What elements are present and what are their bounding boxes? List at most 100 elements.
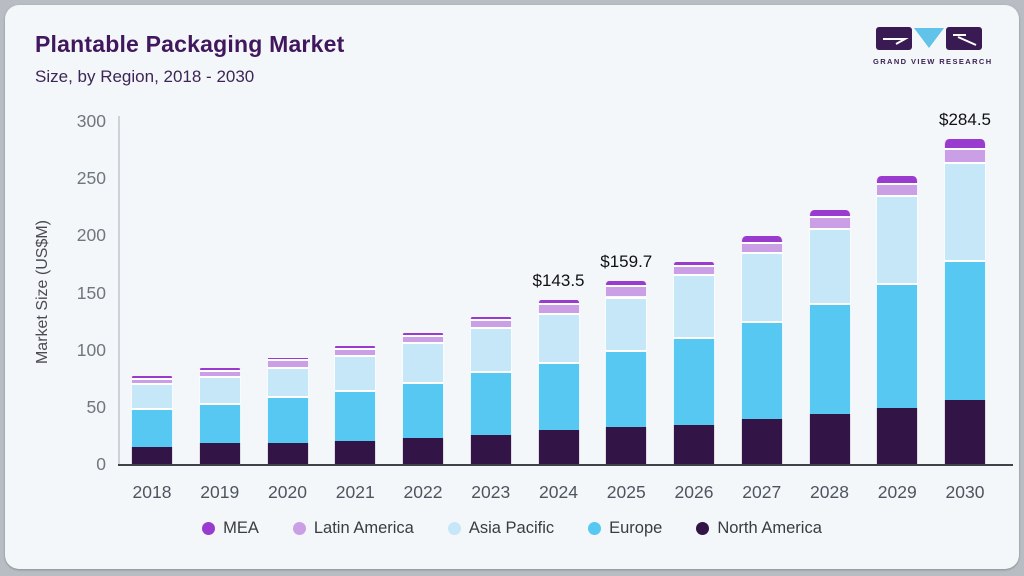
chart-legend: MEA Latin America Asia Pacific Europe North …: [5, 519, 1019, 538]
bar-segment-2027-mea: [740, 236, 783, 243]
bar-segment-2029-north-america: [876, 407, 919, 464]
bar-segment-2020-asia-pacific: [266, 366, 309, 396]
bar-segment-2021-mea: [334, 345, 377, 348]
bar-segment-2028-north-america: [808, 413, 851, 464]
bar-segment-2019-north-america: [198, 443, 241, 464]
bar-segment-2023-asia-pacific: [469, 326, 512, 372]
bar-segment-2023-europe: [469, 371, 512, 436]
legend-dot: [292, 522, 306, 535]
page-subtitle: Size, by Region, 2018 - 2030: [35, 67, 255, 86]
y-tick-label: 100: [76, 339, 106, 360]
bar-segment-2019-europe: [198, 403, 241, 444]
logo-v-triangle: [914, 28, 944, 48]
x-tick-label: 2027: [742, 482, 782, 502]
bar-segment-2028-latin-america: [808, 216, 851, 228]
bar-segment-2027-latin-america: [740, 242, 783, 253]
y-tick-label: 0: [96, 454, 106, 474]
bar-segment-2029-latin-america: [876, 183, 919, 196]
stacked-bar-chart: Market Size (US$M) 0 50 100 150 200 250 300 201…: [5, 5, 1019, 569]
bar-segment-2020-latin-america: [266, 359, 309, 367]
chart-card: Plantable Packaging Market Size, by Regi…: [5, 5, 1019, 569]
bar-segment-2025-latin-america: [605, 285, 648, 297]
bar-segment-2026-asia-pacific: [673, 274, 715, 338]
bar-segment-2022-latin-america: [402, 335, 444, 343]
grand-view-research-logo: GRAND VIEW RESEARCH: [873, 27, 993, 66]
legend-label: MEA: [223, 519, 259, 537]
data-label-2025: $159.7: [600, 252, 653, 272]
legend-label: North America: [717, 519, 822, 537]
x-tick-label: 2021: [335, 482, 375, 502]
legend-label: Latin America: [313, 519, 414, 537]
y-tick-label: 250: [76, 168, 106, 189]
bar-segment-2030-mea: [944, 138, 986, 148]
y-tick-label: 150: [76, 282, 106, 303]
bar-segment-2027-asia-pacific: [740, 252, 783, 322]
bar-segment-2022-north-america: [402, 437, 444, 464]
legend-dot: [588, 522, 602, 535]
bar-segment-2029-asia-pacific: [876, 195, 919, 284]
y-tick-label: 50: [86, 396, 106, 417]
data-label-2030: $284.5: [939, 109, 991, 129]
legend-item-north-america: North America: [696, 519, 822, 538]
bar-segment-2024-europe: [537, 362, 580, 430]
logo-r-block: [946, 27, 982, 50]
y-axis-line: [118, 116, 120, 464]
y-tick-label: 200: [76, 225, 106, 246]
legend-dot: [447, 522, 461, 535]
bar-segment-2030-asia-pacific: [944, 161, 986, 260]
data-label-2024: $143.5: [532, 270, 585, 290]
bar-segment-2022-europe: [402, 381, 444, 438]
bar-segment-2023-north-america: [469, 435, 512, 464]
bar-segment-2025-mea: [605, 281, 648, 286]
bar-segment-2026-north-america: [673, 425, 715, 464]
bar-segment-2025-europe: [605, 349, 648, 428]
bar-segment-2018-latin-america: [131, 377, 173, 384]
x-tick-label: 2030: [945, 482, 985, 502]
legend-item-europe: Europe: [588, 519, 662, 538]
bar-segment-2028-mea: [808, 209, 851, 217]
legend-dot: [202, 522, 216, 535]
x-tick-label: 2020: [268, 482, 307, 502]
bar-segment-2020-europe: [266, 395, 309, 443]
bar-segment-2018-north-america: [131, 446, 173, 464]
x-tick-label: 2028: [810, 482, 849, 502]
bar-segment-2020-north-america: [266, 442, 309, 464]
bar-segment-2027-europe: [740, 321, 783, 420]
bar-segment-2021-asia-pacific: [334, 354, 377, 390]
bar-segment-2019-latin-america: [198, 369, 241, 376]
bar-segment-2026-europe: [673, 337, 715, 426]
bar-segment-2018-europe: [131, 407, 173, 447]
bar-segment-2029-mea: [876, 175, 919, 184]
bar-segment-2028-asia-pacific: [808, 227, 851, 303]
x-tick-label: 2018: [132, 482, 172, 502]
bar-segment-2030-europe: [944, 259, 986, 400]
x-tick-label: 2023: [471, 482, 511, 502]
bar-segment-2023-latin-america: [469, 318, 512, 327]
legend-item-latin-america: Latin America: [292, 519, 414, 538]
bar-segment-2030-north-america: [944, 399, 986, 464]
bar-segment-2020-mea: [266, 357, 309, 360]
bar-segment-2018-mea: [131, 375, 173, 378]
bar-segment-2025-asia-pacific: [605, 296, 648, 350]
legend-item-asia-pacific: Asia Pacific: [447, 519, 555, 538]
bar-segment-2029-europe: [876, 283, 919, 408]
bar-segment-2022-asia-pacific: [402, 342, 444, 382]
bar-segment-2024-asia-pacific: [537, 313, 580, 363]
bar-segment-2023-mea: [469, 316, 512, 319]
bar-segment-2025-north-america: [605, 427, 648, 464]
logo-g-block: [876, 27, 912, 50]
legend-label: Asia Pacific: [468, 519, 555, 537]
logo-brand-text: GRAND VIEW RESEARCH: [873, 57, 993, 66]
page-title: Plantable Packaging Market: [35, 31, 345, 57]
bar-segment-2019-mea: [198, 367, 241, 370]
bar-segment-2021-europe: [334, 389, 377, 442]
bar-segment-2024-north-america: [537, 429, 580, 464]
bar-segment-2026-latin-america: [673, 265, 715, 275]
x-tick-label: 2025: [606, 482, 646, 502]
x-tick-label: 2024: [539, 482, 578, 502]
x-tick-label: 2029: [877, 482, 917, 502]
legend-label: Europe: [609, 519, 663, 537]
bar-segment-2018-asia-pacific: [131, 383, 173, 408]
y-tick-label: 300: [76, 111, 106, 131]
x-tick-label: 2022: [403, 482, 443, 502]
